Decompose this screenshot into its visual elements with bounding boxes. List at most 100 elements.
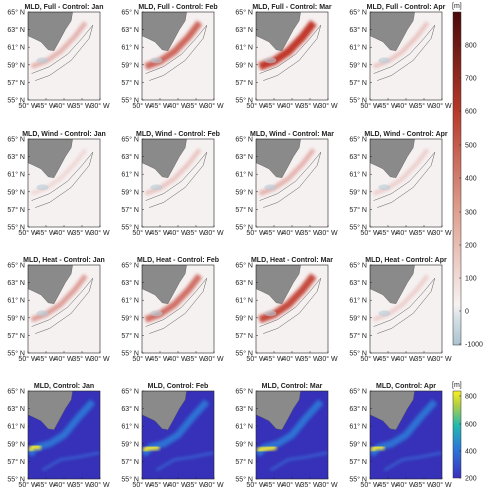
lat-tick-label: 63° N [349, 279, 367, 287]
deep-mixing [370, 444, 385, 453]
lon-tick-label: 35° W [300, 229, 320, 237]
map-panel: MLD, Wind - Control: Jan 55° N 57° N 59° N 6… [7, 131, 110, 237]
lat-tick-label: 55° N [235, 224, 253, 232]
lat-tick-label: 61° N [235, 171, 253, 179]
lat-tick-label: 59° N [235, 314, 253, 322]
lon-tick-label: 45° W [378, 229, 398, 237]
lat-tick-label: 61° N [7, 171, 25, 179]
lat-tick-label: 61° N [235, 44, 253, 52]
lat-tick-label: 57° N [235, 332, 253, 340]
negative-anomaly [264, 57, 277, 64]
contour [259, 25, 321, 81]
panel-title: MLD, Heat - Control: Jan [23, 257, 105, 264]
lat-tick-label: 59° N [349, 188, 367, 196]
lon-tick-label: 35° W [186, 481, 206, 489]
lat-tick-label: 65° N [235, 388, 253, 396]
current [383, 451, 442, 472]
lon-tick-label: 35° W [414, 102, 434, 110]
colorbar-tick-label: 800 [465, 394, 477, 401]
lat-tick-label: 65° N [235, 262, 253, 270]
panel-title: MLD, Heat - Control: Apr [365, 257, 447, 264]
colorbar-tick-label: 100 [465, 276, 477, 283]
panel-title: MLD, Control: Jan [34, 383, 94, 390]
lon-tick-label: 35° W [186, 229, 206, 237]
lat-tick-label: 57° N [7, 79, 25, 87]
lon-tick-label: 50° W [18, 355, 38, 363]
lat-tick-label: 65° N [235, 136, 253, 144]
lat-tick-label: 57° N [7, 206, 25, 214]
map-content [256, 139, 328, 227]
lon-tick-label: 50° W [360, 481, 380, 489]
lon-tick-label: 50° W [18, 481, 38, 489]
lon-tick-label: 40° W [54, 102, 74, 110]
colorbar-tick-label: 400 [465, 176, 477, 183]
map-content [28, 139, 100, 227]
lat-tick-label: 55° N [235, 476, 253, 484]
negative-anomaly [150, 310, 163, 317]
lon-tick-label: 30° W [432, 481, 452, 489]
lat-tick-label: 59° N [349, 61, 367, 69]
lon-tick-label: 45° W [150, 229, 170, 237]
land [142, 391, 187, 430]
lon-tick-label: 40° W [282, 229, 302, 237]
land [370, 12, 415, 51]
lat-tick-label: 63° N [121, 26, 139, 34]
lat-tick-label: 61° N [121, 44, 139, 52]
land [256, 265, 301, 304]
lon-tick-label: 45° W [36, 355, 56, 363]
lat-tick-label: 63° N [7, 405, 25, 413]
land [370, 391, 415, 430]
lon-tick-label: 45° W [378, 102, 398, 110]
lat-tick-label: 65° N [121, 262, 139, 270]
land [142, 139, 187, 178]
lon-tick-label: 40° W [168, 481, 188, 489]
map-panel: MLD, Full - Control: Mar 55° N 57° N 59° N 6… [235, 4, 338, 110]
map-content [28, 265, 100, 353]
lat-tick-label: 57° N [121, 79, 139, 87]
colorbar-unit: [m] [452, 382, 462, 389]
lon-tick-label: 50° W [132, 355, 152, 363]
lon-tick-label: 40° W [396, 102, 416, 110]
lat-tick-label: 57° N [349, 206, 367, 214]
lon-tick-label: 45° W [36, 481, 56, 489]
panel-title: MLD, Wind - Control: Mar [250, 131, 334, 138]
lon-tick-label: 50° W [18, 102, 38, 110]
lat-tick-label: 57° N [7, 458, 25, 466]
lon-tick-label: 35° W [300, 481, 320, 489]
lat-tick-label: 63° N [7, 26, 25, 34]
land [256, 12, 301, 51]
lon-tick-label: 50° W [18, 229, 38, 237]
lat-tick-label: 57° N [121, 458, 139, 466]
panel-title: MLD, Full - Control: Apr [367, 4, 446, 11]
lat-tick-label: 65° N [121, 136, 139, 144]
map-panel: MLD, Wind - Control: Mar 55° N 57° N 59° N 6… [235, 131, 338, 237]
lon-tick-label: 40° W [54, 229, 74, 237]
lat-tick-label: 55° N [349, 350, 367, 358]
lon-tick-label: 40° W [54, 355, 74, 363]
lon-tick-label: 40° W [168, 355, 188, 363]
lat-tick-label: 55° N [7, 97, 25, 105]
lon-tick-label: 30° W [318, 229, 338, 237]
lat-tick-label: 59° N [121, 61, 139, 69]
panel-title: MLD, Full - Control: Feb [138, 4, 217, 11]
lon-tick-label: 50° W [132, 229, 152, 237]
lat-tick-label: 59° N [121, 188, 139, 196]
lon-tick-label: 35° W [72, 229, 92, 237]
lon-tick-label: 45° W [36, 102, 56, 110]
lon-tick-label: 40° W [282, 102, 302, 110]
lat-tick-label: 59° N [349, 440, 367, 448]
contour [145, 25, 207, 81]
lat-tick-label: 59° N [7, 440, 25, 448]
land [370, 265, 415, 304]
lat-tick-label: 55° N [121, 476, 139, 484]
lat-tick-label: 57° N [121, 206, 139, 214]
lat-tick-label: 55° N [7, 224, 25, 232]
lat-tick-label: 57° N [235, 79, 253, 87]
lon-tick-label: 45° W [264, 355, 284, 363]
lat-tick-label: 55° N [235, 97, 253, 105]
lat-tick-label: 59° N [235, 61, 253, 69]
lat-tick-label: 55° N [121, 350, 139, 358]
lat-tick-label: 55° N [121, 97, 139, 105]
land [142, 12, 187, 51]
negative-anomaly [378, 184, 391, 191]
